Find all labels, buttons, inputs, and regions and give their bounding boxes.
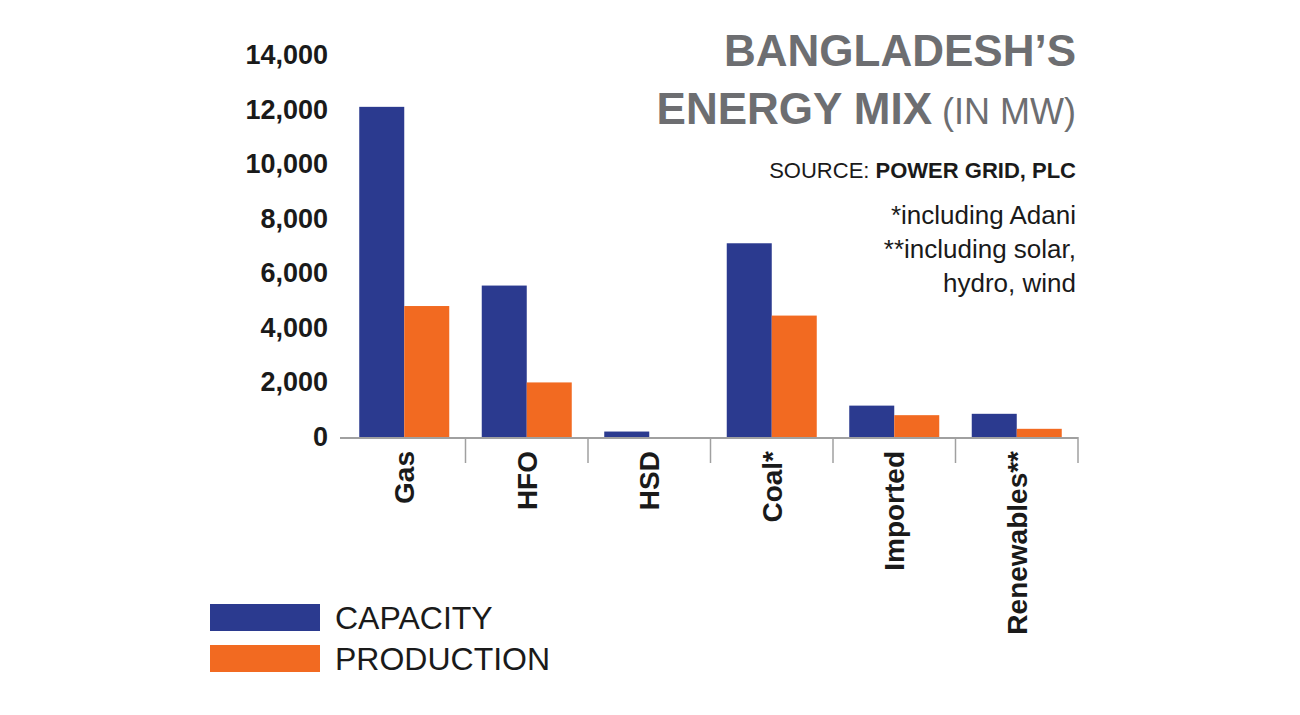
bar [404,306,449,437]
category-separator [832,437,834,463]
bar [849,406,894,437]
y-tick [334,109,338,110]
x-tick-label: HFO [512,451,543,510]
source-note: SOURCE: POWER GRID, PLC [769,158,1076,184]
bar [727,243,772,437]
bar [772,316,817,437]
legend-swatch [210,645,320,672]
legend-swatch [210,604,320,631]
bar [604,432,649,437]
title: BANGLADESH’SENERGY MIX [657,26,1076,133]
x-tick-label: HSD [634,451,665,510]
bar [527,382,572,437]
y-tick-label: 14,000 [245,40,328,70]
y-tick [334,55,338,56]
x-axis-line [340,437,1078,439]
bar [894,415,939,437]
y-tick-label: 6,000 [260,258,328,288]
legend-label: PRODUCTION [335,641,550,677]
y-tick-label: 12,000 [245,95,328,125]
category-separator [587,437,589,463]
category-separator [465,437,467,463]
x-tick-label: Gas [389,451,420,504]
bar [972,414,1017,437]
y-tick-label: 2,000 [260,367,328,397]
y-tick-label: 8,000 [260,204,328,234]
y-tick-label: 0 [313,422,328,452]
y-tick-label: 10,000 [245,149,328,179]
y-tick [334,164,338,165]
y-tick-label: 4,000 [260,313,328,343]
bar [1017,429,1062,437]
y-tick [334,218,338,219]
x-tick-label: Coal* [757,451,788,523]
y-tick [334,327,338,328]
bar [359,107,404,437]
bar [649,437,694,438]
subtitle: (IN MW) [942,91,1076,132]
legend-label: CAPACITY [335,600,493,636]
category-separator [955,437,957,463]
footnote: **including solar, hydro, wind [821,232,1076,300]
chart-svg: 0 2,000 4,000 6,000 8,000 10,000 12,000 14,000 G… [0,0,1300,715]
x-tick-label: Renewables** [1002,451,1033,635]
footnote: *including Adani [821,198,1076,232]
category-separator [1077,437,1079,463]
bar [482,286,527,437]
x-tick-label: Imported [879,451,910,571]
category-separator [710,437,712,463]
y-tick [334,437,338,438]
y-tick [334,273,338,274]
y-tick [334,382,338,383]
chart-container: 0 2,000 4,000 6,000 8,000 10,000 12,000 14,000 G… [0,0,1300,715]
